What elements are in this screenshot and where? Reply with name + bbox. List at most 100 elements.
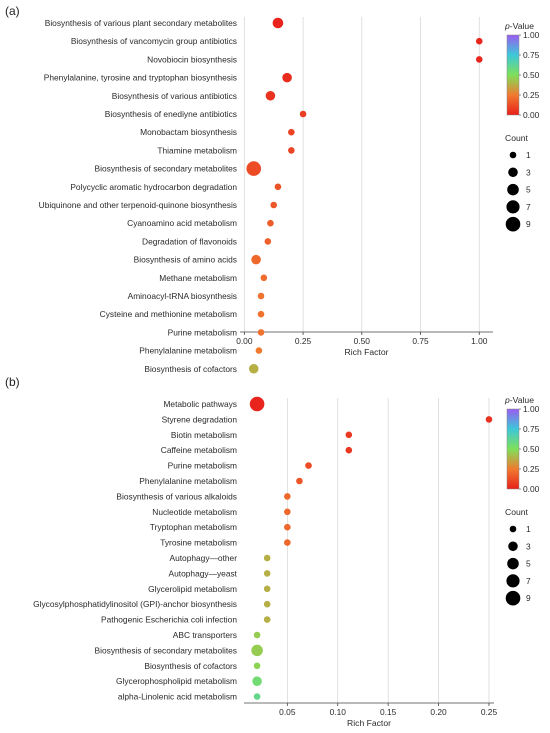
data-point [264,238,272,245]
data-point [248,364,259,374]
colorbar-tick-label: 0.50 [523,444,540,454]
y-tick-label: Biosynthesis of secondary metabolites [95,645,237,655]
colorbar-tick-label: 0.00 [523,110,540,120]
x-tick-label: 0.20 [430,707,447,717]
data-point [288,147,295,154]
data-point [345,446,353,454]
x-tick-label: 0.25 [481,707,498,717]
x-tick-label: 0.15 [380,707,397,717]
y-tick-label: Tyrosine metabolism [160,538,237,548]
y-tick-label: Thiamine metabolism [157,145,237,155]
x-tick-label: 0.25 [295,336,312,346]
size-legend-label: 3 [526,167,531,177]
y-tick-label: Cyanoamino acid metabolism [127,218,237,228]
data-point [345,431,353,439]
data-point [253,631,261,639]
colorbar-tick-label: 0.25 [523,90,540,100]
y-tick-label: Methane metabolism [159,273,237,283]
data-point [255,347,263,354]
data-point [296,477,303,485]
y-tick-label: Monobactam biosynthesis [140,127,237,137]
size-legend-dot [508,541,518,552]
y-tick-label: Metabolic pathways [163,399,237,409]
data-point [257,329,265,336]
y-tick-label: Nucleotide metabolism [152,507,237,517]
colorbar-title: p-Value [504,395,534,405]
data-point [284,523,291,531]
data-point [263,585,271,593]
data-point [260,274,268,282]
y-tick-label: Biosynthesis of vancomycin group antibio… [71,36,237,46]
data-point [267,219,274,227]
data-point [272,17,284,29]
y-tick-label: Tryptophan metabolism [150,522,237,532]
size-legend-dot [506,574,520,588]
data-point [253,693,261,700]
panel-label: (a) [5,4,20,18]
data-point [263,554,271,562]
size-legend-label: 7 [526,202,531,212]
y-tick-label: Biosynthesis of enediyne antibiotics [105,109,237,119]
size-legend-dot [505,590,521,606]
data-point [270,201,278,209]
data-point [257,292,265,300]
y-tick-label: Novobiocin biosynthesis [147,54,237,64]
data-point [257,310,265,318]
y-tick-label: alpha-Linolenic acid metabolism [118,692,237,702]
y-tick-label: Purine metabolism [168,461,237,471]
size-legend-dot [507,557,519,570]
data-point [284,493,291,500]
size-legend-label: 5 [526,559,531,569]
data-point [485,416,493,423]
size-legend-dot [506,200,520,214]
y-tick-label: Glycerolipid metabolism [148,584,237,594]
y-tick-label: Phenylalanine metabolism [139,476,237,486]
size-legend-label: 5 [526,185,531,195]
y-tick-label: Caffeine metabolism [161,445,237,455]
size-legend-dot [509,151,517,159]
data-point [263,616,271,623]
y-tick-label: Biosynthesis of secondary metabolites [95,164,237,174]
y-tick-label: Degradation of flavonoids [142,236,237,246]
x-tick-label: 0.75 [412,336,429,346]
data-point [284,508,291,516]
data-point [263,570,271,577]
y-tick-label: Ubiquinone and other terpenoid-quinone b… [39,200,237,210]
y-tick-label: Biosynthesis of amino acids [134,255,237,265]
data-point [282,72,292,83]
y-tick-label: Styrene degradation [162,414,238,424]
y-tick-label: Autophagy—other [169,553,237,563]
y-tick-label: Pathogenic Escherichia coli infection [101,615,237,625]
x-tick-label: 0.00 [236,336,253,346]
panel-a: (a) 0.00 0.25 0.50 0.75 1.00 Rich Factor Biosyn… [5,4,540,374]
colorbar-tick-label: 0.00 [523,484,540,494]
y-tick-label: Biosynthesis of cofactors [144,661,237,671]
y-tick-label: Phenylalanine metabolism [139,346,237,356]
colorbar-tick-label: 0.25 [523,464,540,474]
size-legend-dot [507,183,519,196]
y-tick-label: Glycosylphosphatidylinositol (GPI)-ancho… [33,599,237,609]
panel-b: (b) 0.05 0.10 0.15 0.20 0.25 Rich Factor Metabo… [5,375,540,728]
data-point [246,161,262,176]
colorbar [506,34,520,116]
data-point [299,110,307,118]
data-point [251,644,263,657]
data-point [305,462,312,469]
size-legend-dot [505,216,521,232]
data-point [251,254,261,265]
size-legend-label: 1 [526,524,531,534]
y-tick-label: Phenylalanine, tyrosine and tryptophan b… [44,73,237,83]
size-legend-title: Count [505,133,529,143]
size-legend-label: 3 [526,541,531,551]
x-tick-label: 0.10 [330,707,347,717]
panel-label: (b) [5,375,20,389]
colorbar-tick-label: 1.00 [523,404,540,414]
y-tick-label: Biotin metabolism [171,430,237,440]
y-tick-label: Polycyclic aromatic hydrocarbon degradat… [70,182,237,192]
size-legend-title: Count [505,507,529,517]
x-axis-label: Rich Factor [345,347,389,357]
data-point [249,396,265,412]
colorbar-tick-label: 0.75 [523,50,540,60]
y-tick-label: Biosynthesis of various antibiotics [112,91,237,101]
y-tick-label: Biosynthesis of various plant secondary … [45,18,237,28]
